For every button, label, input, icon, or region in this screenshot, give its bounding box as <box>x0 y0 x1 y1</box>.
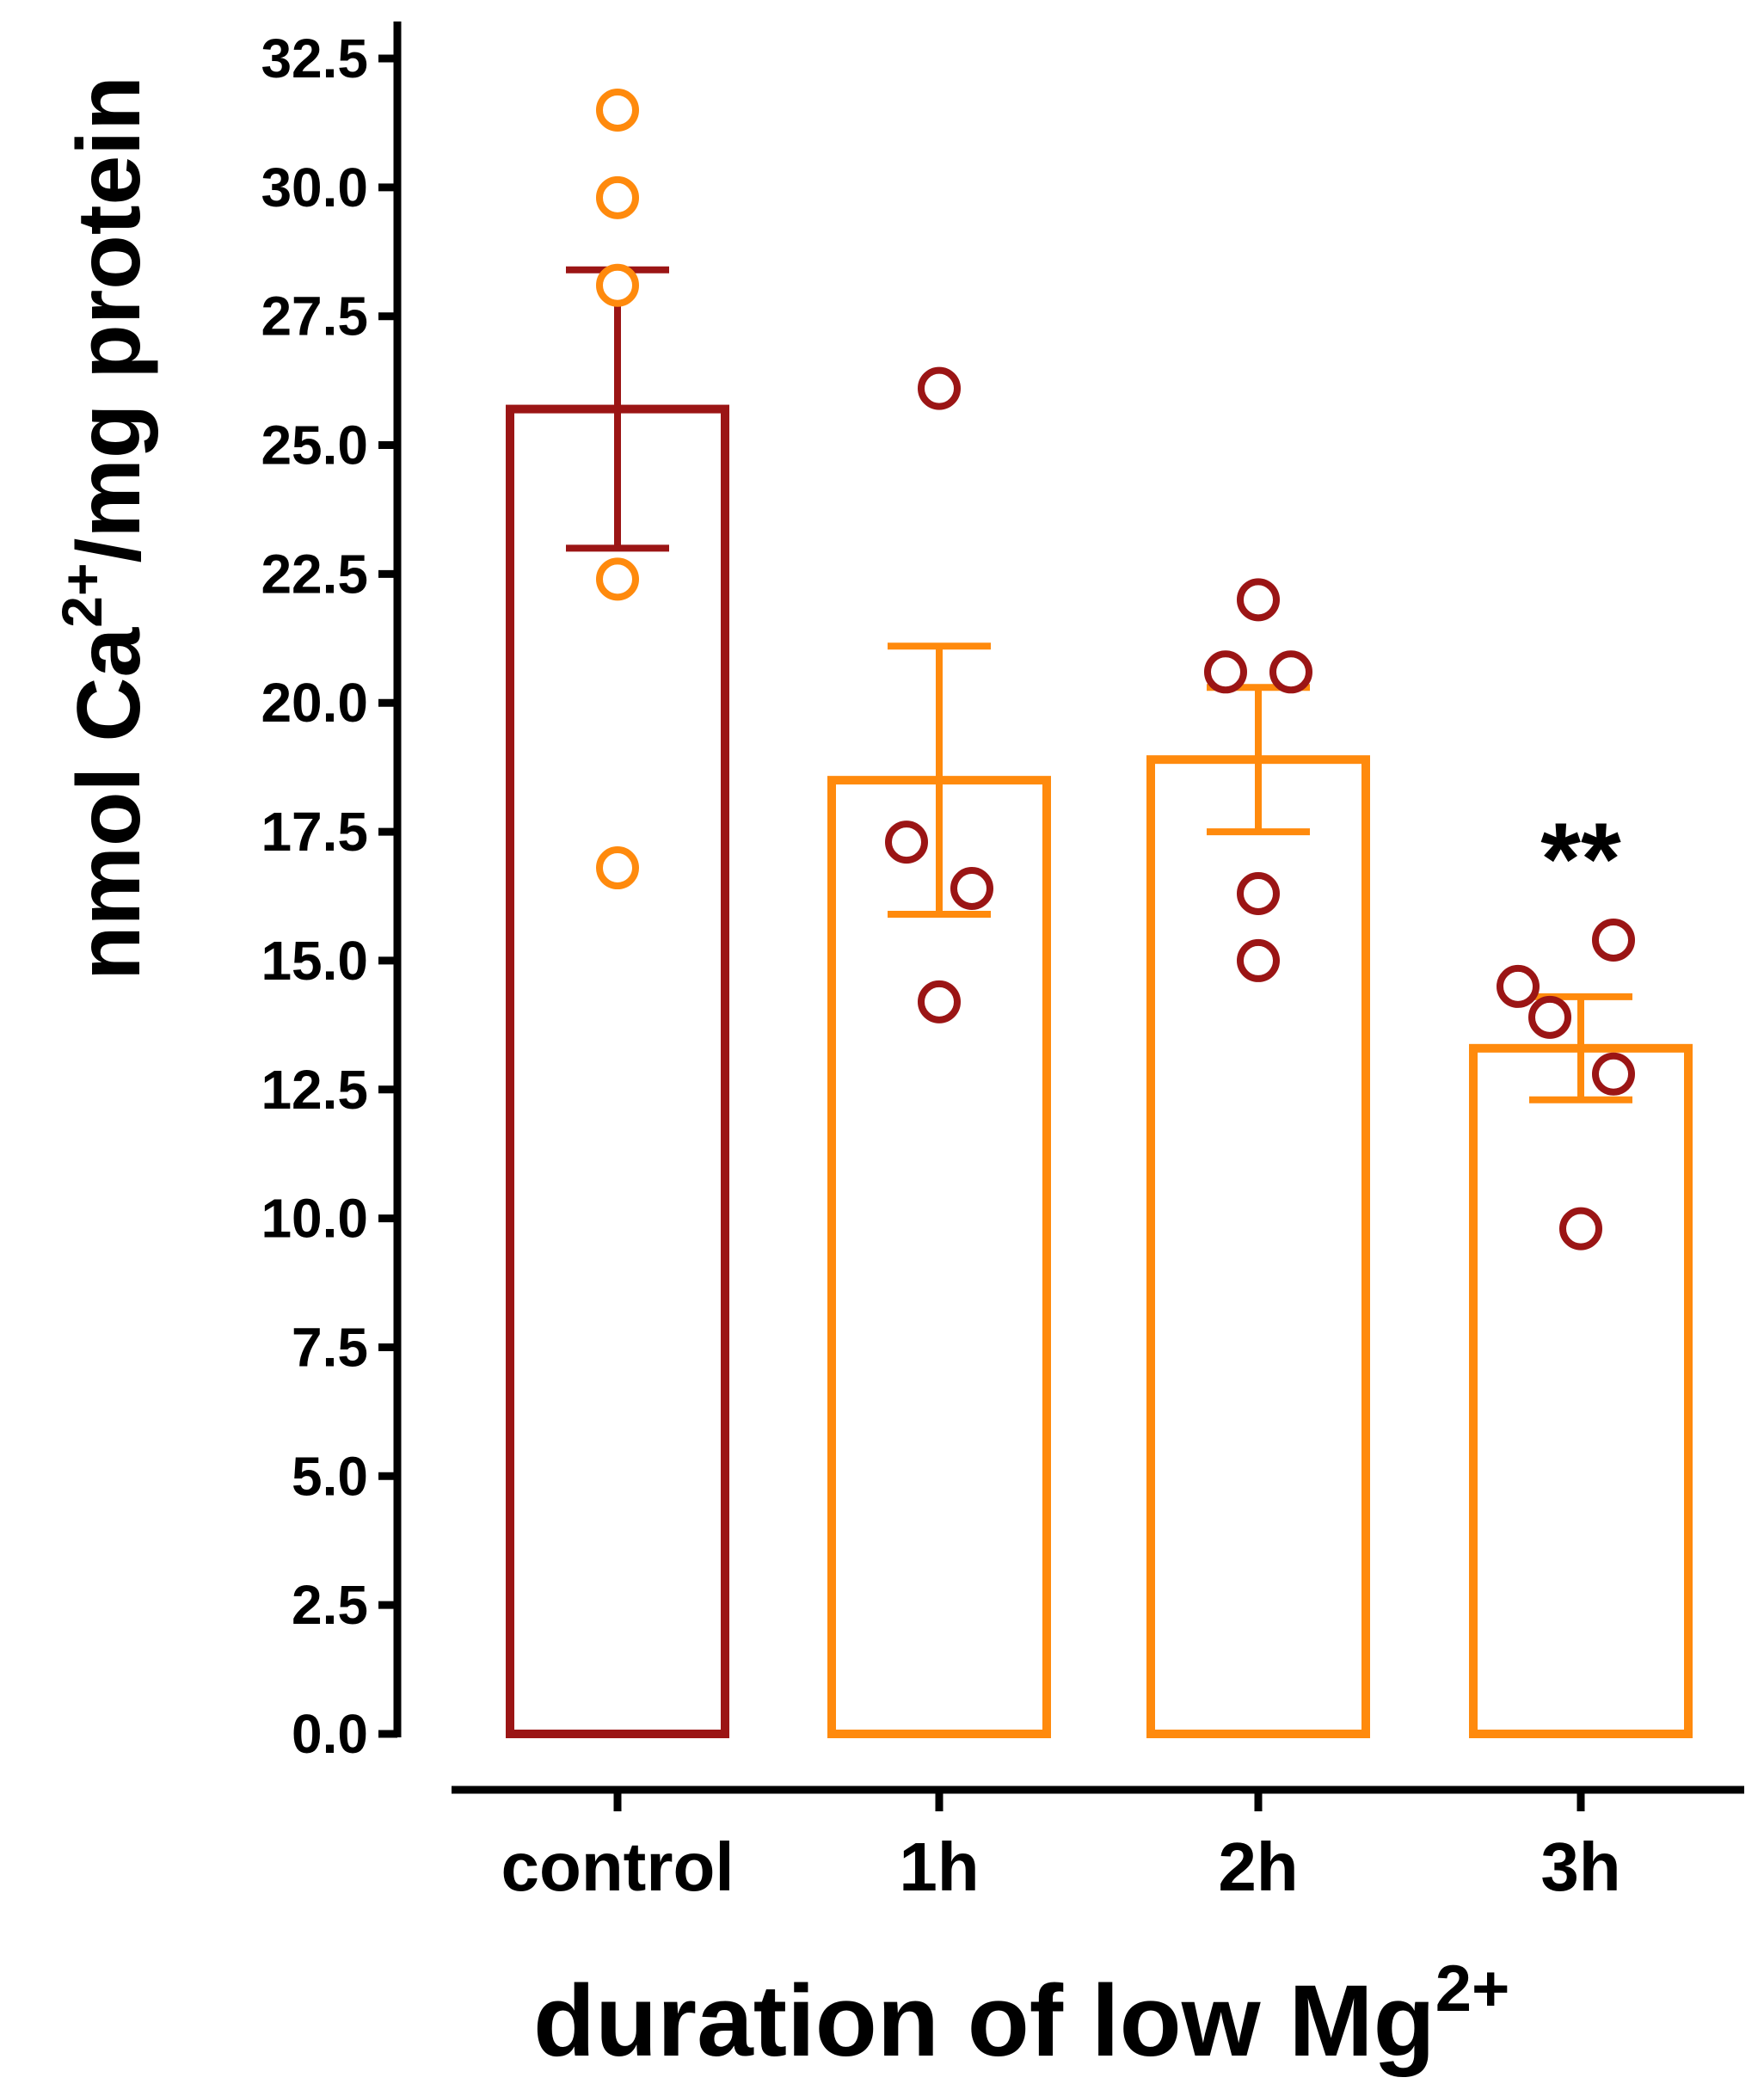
data-point <box>1237 872 1280 916</box>
data-point <box>1237 938 1280 982</box>
data-point <box>1237 578 1280 622</box>
data-point <box>1592 918 1635 962</box>
y-tick-label: 2.5 <box>292 1574 368 1636</box>
data-point <box>918 980 961 1023</box>
y-tick-label: 15.0 <box>261 930 368 992</box>
bars <box>506 404 1693 1739</box>
data-point <box>596 557 639 601</box>
x-tick-label: control <box>501 1829 734 1905</box>
x-tick-label: 1h <box>899 1829 979 1905</box>
x-axis-title: duration of low Mg2+ <box>533 1952 1509 2078</box>
y-tick-label: 20.0 <box>261 672 368 734</box>
y-tick-label: 10.0 <box>261 1188 368 1250</box>
data-point <box>885 821 928 864</box>
data-point <box>1204 650 1247 694</box>
data-point <box>596 175 639 219</box>
category-labels: control 1h 2h 3h <box>501 1829 1620 1905</box>
data-point <box>918 366 961 410</box>
bar-3h <box>1469 1043 1693 1738</box>
significance-marker: ** <box>1540 802 1621 917</box>
data-point <box>1528 995 1571 1039</box>
data-point <box>1559 1207 1602 1251</box>
data-point <box>596 263 639 307</box>
y-axis-title: nmol Ca2+/mg protein <box>50 76 159 980</box>
y-tick-label: 0.0 <box>292 1703 368 1765</box>
y-tick-label: 17.5 <box>261 801 368 863</box>
x-tick-label: 3h <box>1540 1829 1620 1905</box>
y-tick-label: 27.5 <box>261 286 368 347</box>
y-tick-label: 32.5 <box>261 28 368 89</box>
bar-control <box>506 404 729 1738</box>
data-point <box>1497 964 1540 1008</box>
data-points <box>596 88 1635 1251</box>
data-point <box>1269 650 1312 694</box>
data-point <box>596 88 639 132</box>
y-tick-label: 25.0 <box>261 415 368 476</box>
y-tick-label: 30.0 <box>261 157 368 218</box>
bar-1h <box>827 776 1051 1739</box>
significance-markers: ** <box>1540 802 1621 917</box>
y-tick-label: 22.5 <box>261 543 368 605</box>
y-tick-label: 5.0 <box>292 1445 368 1507</box>
y-tick-label: 12.5 <box>261 1059 368 1121</box>
y-tick-label: 7.5 <box>292 1316 368 1378</box>
data-point <box>596 846 639 890</box>
y-axis: 0.0 2.5 5.0 7.5 10.0 12.5 15.0 17.5 20.0 22.5 25.0… <box>261 22 402 1765</box>
data-point <box>1592 1052 1635 1096</box>
x-axis <box>452 1786 1744 1811</box>
data-point <box>950 867 993 911</box>
x-tick-label: 2h <box>1218 1829 1298 1905</box>
